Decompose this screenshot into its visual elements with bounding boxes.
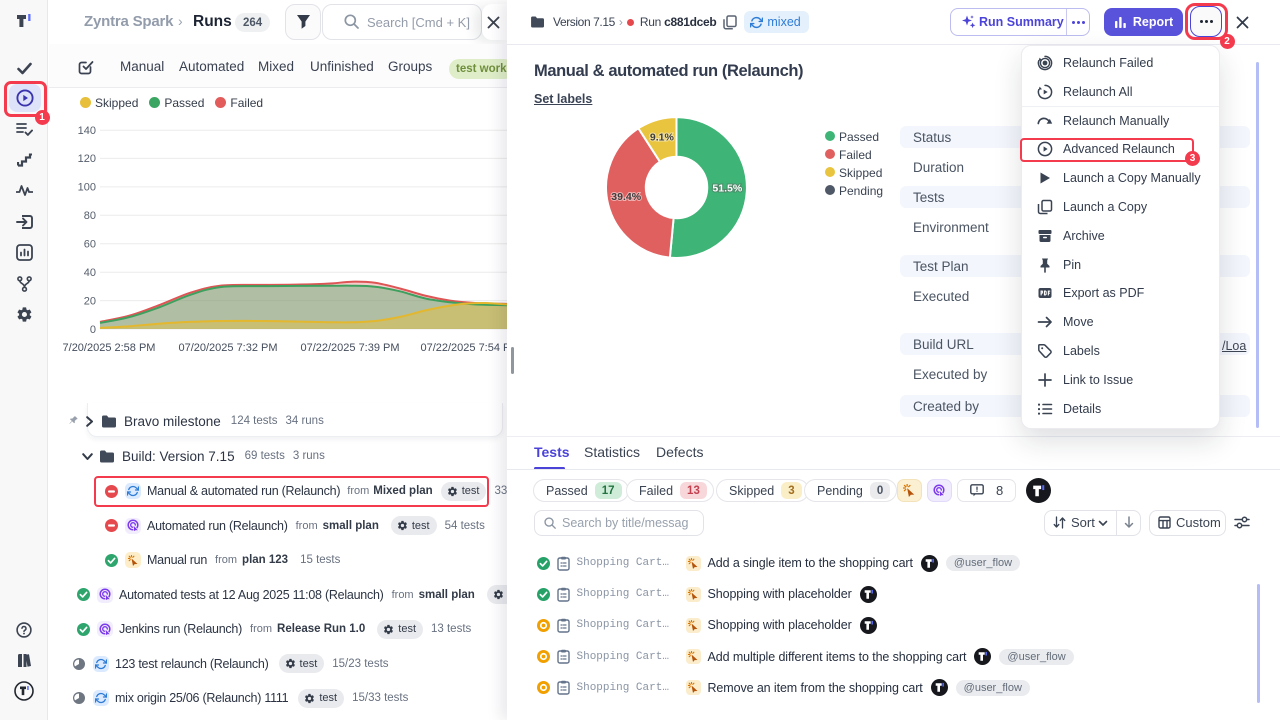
svg-text:07/22/2025 7:39 PM: 07/22/2025 7:39 PM	[300, 342, 399, 354]
svg-text:40: 40	[84, 267, 96, 279]
svg-text:140: 140	[78, 125, 96, 137]
svg-text:120: 120	[78, 153, 96, 165]
svg-text:80: 80	[84, 210, 96, 222]
svg-text:0: 0	[90, 324, 96, 336]
svg-text:20: 20	[84, 295, 96, 307]
svg-text:07/20/2025 7:32 PM: 07/20/2025 7:32 PM	[178, 342, 277, 354]
svg-text:39.4%: 39.4%	[611, 191, 642, 203]
svg-text:9.1%: 9.1%	[650, 132, 675, 144]
svg-text:7/20/2025 2:58 PM: 7/20/2025 2:58 PM	[63, 342, 156, 354]
svg-text:100: 100	[78, 182, 96, 194]
svg-text:07/22/2025 7:54 PM: 07/22/2025 7:54 PM	[420, 342, 512, 354]
svg-text:60: 60	[84, 239, 96, 251]
svg-text:51.5%: 51.5%	[712, 183, 743, 195]
